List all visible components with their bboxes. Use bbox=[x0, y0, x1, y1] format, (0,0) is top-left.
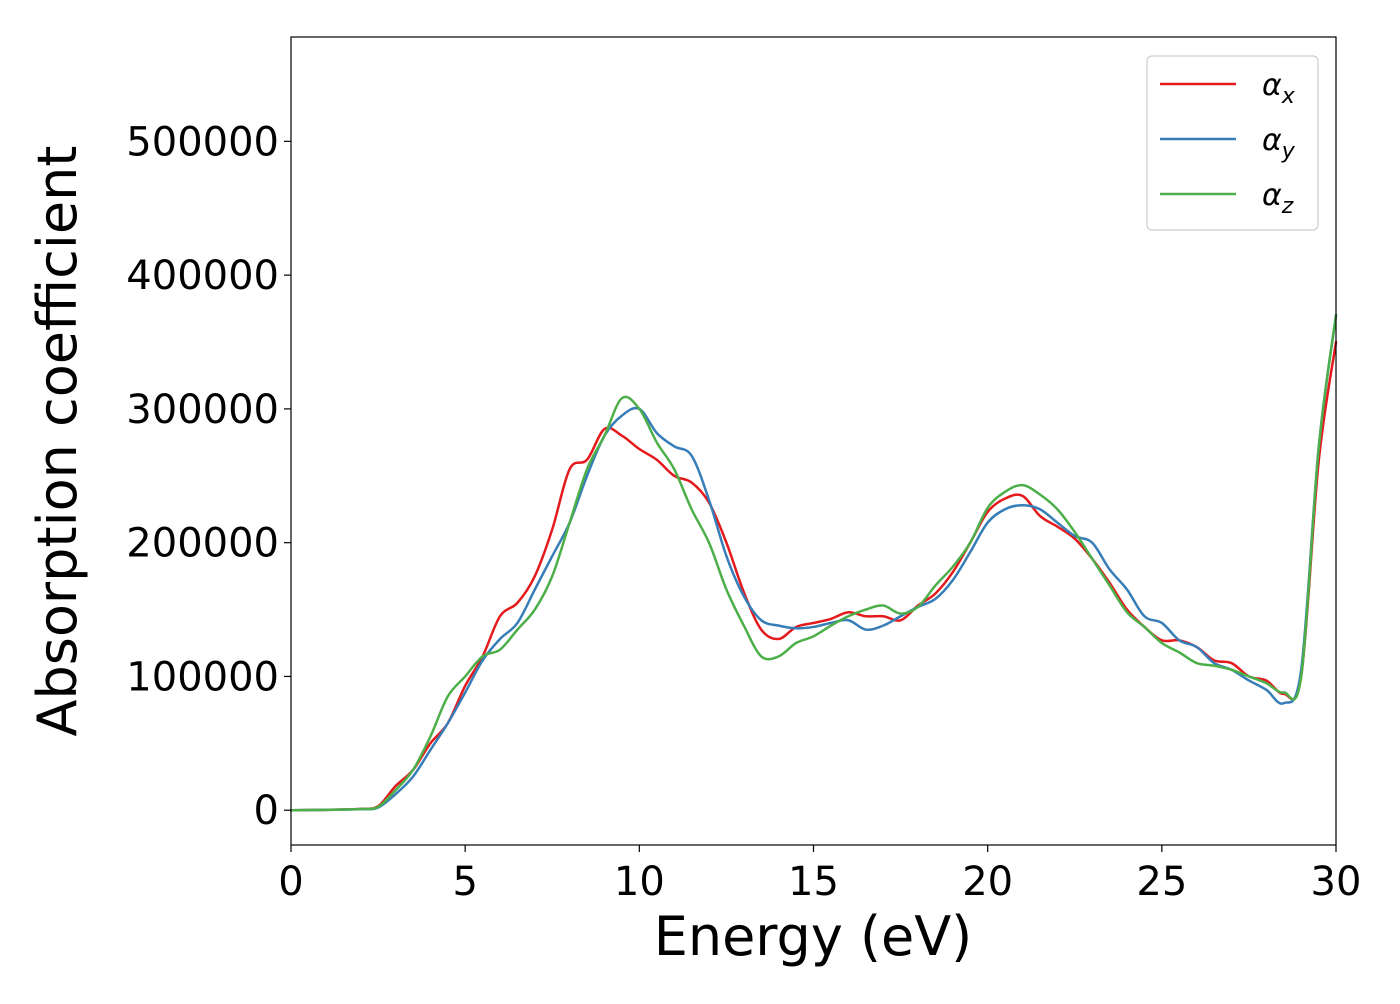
y-tick-label: 300000 bbox=[126, 387, 279, 433]
y-axis-title: Absorption coefficient bbox=[26, 146, 89, 737]
x-tick-label: 15 bbox=[788, 859, 839, 905]
x-tick-label: 20 bbox=[962, 859, 1013, 905]
series-line-y bbox=[289, 314, 1338, 812]
y-tick-label: 0 bbox=[254, 788, 279, 834]
x-tick-label: 0 bbox=[278, 859, 303, 905]
series-line-x bbox=[289, 340, 1338, 812]
y-tick-label: 200000 bbox=[126, 521, 279, 567]
legend: αx αy αz bbox=[1146, 55, 1319, 231]
legend-label-x: αx bbox=[1262, 68, 1296, 109]
x-tick-label: 25 bbox=[1136, 859, 1187, 905]
x-tick-label: 5 bbox=[452, 859, 477, 905]
y-tick-label: 100000 bbox=[126, 654, 279, 700]
y-tick-label: 500000 bbox=[126, 119, 279, 165]
y-axis: 0 100000 200000 300000 400000 500000 bbox=[126, 119, 291, 834]
x-axis-title: Energy (eV) bbox=[654, 905, 973, 968]
legend-label-y: αy bbox=[1262, 123, 1296, 164]
legend-label-z: αz bbox=[1262, 178, 1294, 219]
legend-box bbox=[1146, 55, 1319, 231]
x-tick-label: 30 bbox=[1311, 859, 1362, 905]
x-axis: 0 5 10 15 20 25 30 bbox=[278, 845, 1361, 905]
x-tick-label: 10 bbox=[614, 859, 665, 905]
y-tick-label: 400000 bbox=[126, 253, 279, 299]
series-layer bbox=[289, 314, 1338, 812]
series-line-z bbox=[289, 314, 1338, 812]
